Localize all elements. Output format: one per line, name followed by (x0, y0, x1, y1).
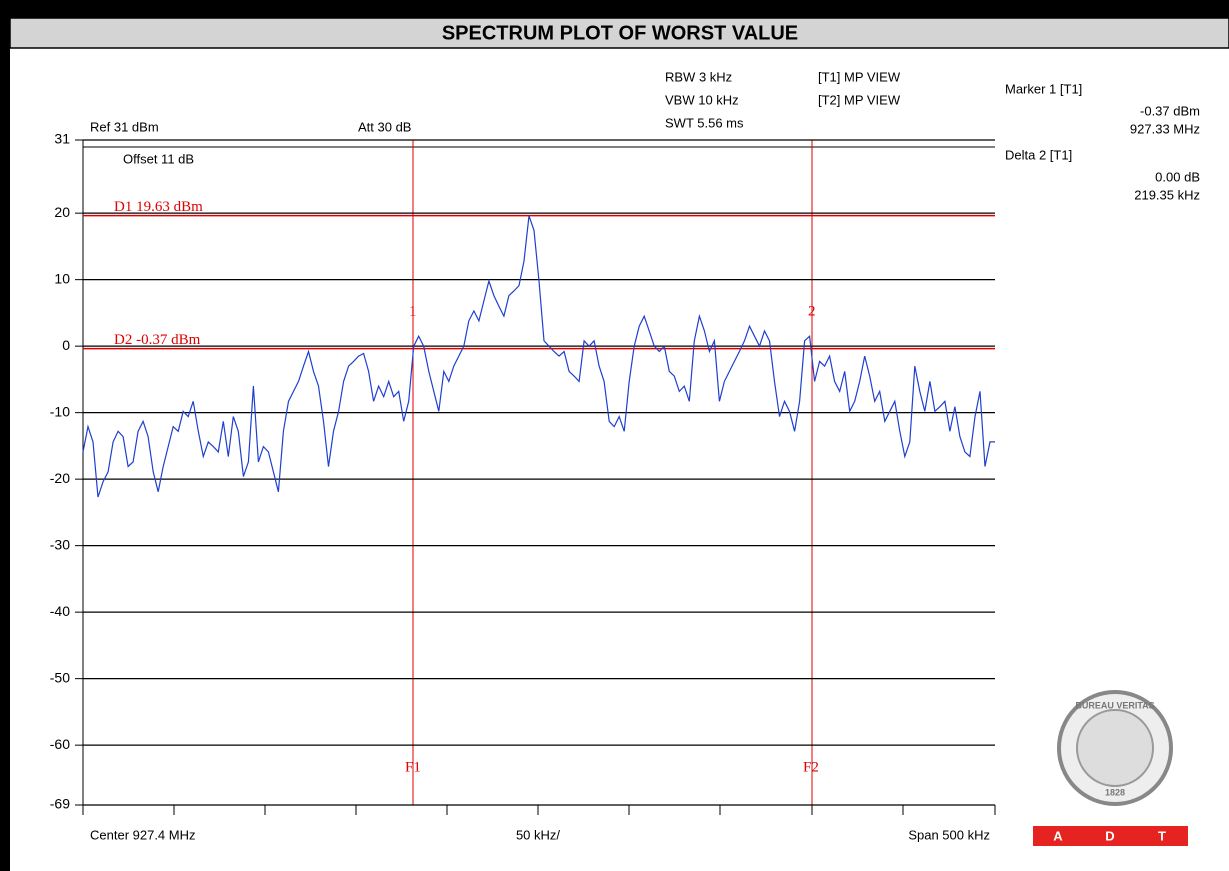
f1-label: F1 (405, 759, 421, 775)
marker1: Marker 1 [T1] (1005, 81, 1082, 96)
ref: Ref 31 dBm (90, 119, 159, 134)
logo-inner (1076, 709, 1154, 787)
y-tick-label: -50 (50, 669, 70, 685)
marker-label: 1 (409, 303, 417, 319)
offset: Offset 11 dB (123, 151, 194, 166)
left-border (0, 0, 10, 871)
delta2-level: 0.00 dB (1155, 169, 1200, 184)
logo-ring-text: BUREAU VERITAS (1075, 700, 1154, 710)
f2-label: F2 (803, 759, 819, 775)
display-line-label: D2 -0.37 dBm (114, 332, 201, 348)
logo-letter: T (1158, 828, 1166, 843)
title: SPECTRUM PLOT OF WORST VALUE (442, 22, 798, 44)
logo-letter: D (1105, 828, 1114, 843)
swt: SWT 5.56 ms (665, 115, 744, 130)
logo-bar (1033, 826, 1188, 846)
trace1: [T1] MP VIEW (818, 69, 901, 84)
logo: BUREAU VERITAS 1828 A D T (1033, 690, 1188, 846)
title-bar (9, 17, 1229, 49)
marker-label: 2 (808, 303, 816, 319)
x-ticks (82, 140, 996, 815)
delta2: Delta 2 [T1] (1005, 147, 1072, 162)
marker1-level: -0.37 dBm (1140, 103, 1200, 118)
trace2: [T2] MP VIEW (818, 92, 901, 107)
y-tick-label: -10 (50, 403, 70, 419)
y-tick-label: 31 (54, 131, 70, 147)
trace (82, 215, 995, 498)
delta2-freq: 219.35 kHz (1134, 187, 1200, 202)
y-tick-label: -60 (50, 736, 70, 752)
y-tick-label: -40 (50, 603, 70, 619)
rbw: RBW 3 kHz (665, 69, 732, 84)
x-center: Center 927.4 MHz (90, 827, 196, 842)
y-tick-label: -69 (50, 796, 70, 812)
logo-year: 1828 (1105, 787, 1125, 797)
y-tick-label: 0 (62, 337, 70, 353)
y-tick-label: -30 (50, 536, 70, 552)
y-tick-label: 10 (54, 270, 70, 286)
x-span: Span 500 kHz (908, 827, 990, 842)
logo-letter: A (1053, 828, 1063, 843)
marker1-freq: 927.33 MHz (1130, 121, 1200, 136)
y-tick-label: 20 (54, 204, 70, 220)
top-border (0, 0, 1229, 18)
x-div: 50 kHz/ (516, 827, 560, 842)
display-line-label: D1 19.63 dBm (114, 199, 203, 215)
y-tick-label: -20 (50, 470, 70, 486)
vbw: VBW 10 kHz (665, 92, 739, 107)
att: Att 30 dB (358, 119, 411, 134)
